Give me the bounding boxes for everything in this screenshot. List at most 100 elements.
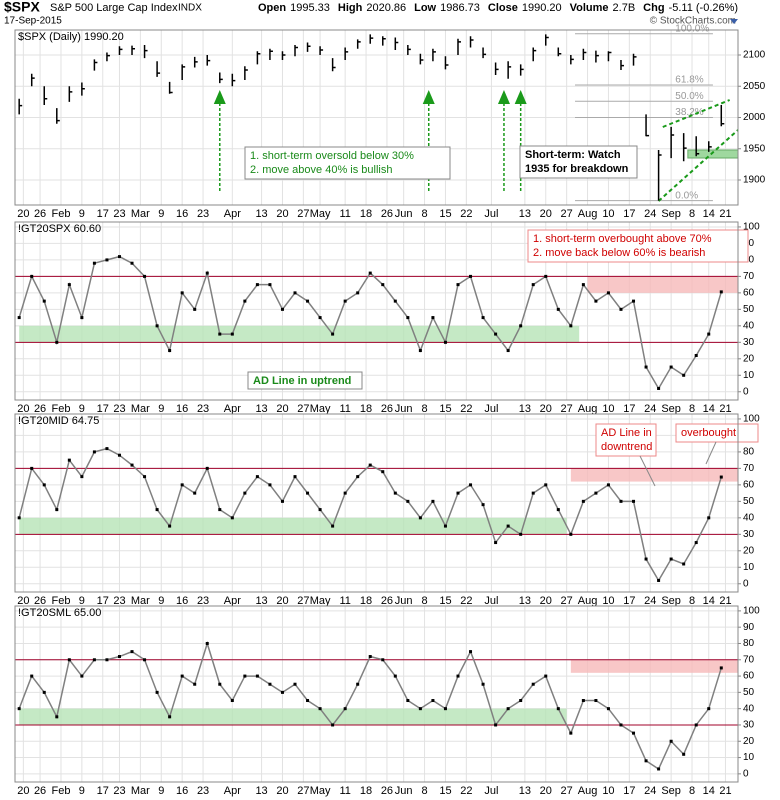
fib-label: 0.0% [675, 190, 698, 201]
x-tick-label: Sep [661, 403, 681, 415]
indicator-point [343, 491, 347, 495]
indicator-point [193, 307, 197, 311]
x-tick-label: Mar [131, 208, 150, 220]
x-tick-label: Mar [131, 785, 150, 797]
indicator-point [669, 365, 673, 369]
x-tick-label: Jul [484, 785, 498, 797]
y-tick-label: 1950 [743, 143, 766, 154]
x-tick-label: 18 [360, 595, 372, 607]
indicator-point [669, 557, 673, 561]
indicator-point [280, 307, 284, 311]
indicator-point [406, 499, 410, 503]
indicator-point [619, 499, 623, 503]
indicator-point [719, 475, 723, 479]
indicator-point [368, 463, 372, 467]
indicator-point [331, 332, 335, 336]
x-tick-label: Aug [578, 595, 598, 607]
y-tick-label: 40 [743, 320, 755, 331]
x-tick-label: 24 [644, 595, 656, 607]
x-tick-label: 27 [297, 595, 309, 607]
indicator-point [632, 499, 636, 503]
indicator-point [644, 759, 648, 763]
x-tick-label: 8 [689, 403, 695, 415]
plot-frame [14, 221, 739, 401]
indicator-point [707, 516, 711, 520]
y-tick-label: 70 [743, 463, 755, 474]
indicator-point [606, 291, 610, 295]
indicator-point [243, 299, 247, 303]
x-tick-label: 20 [17, 403, 29, 415]
x-tick-label: 21 [719, 595, 731, 607]
x-tick-label: 13 [255, 208, 267, 220]
x-tick-label: 20 [17, 785, 29, 797]
indicator-point [431, 499, 435, 503]
indicator-point [644, 365, 648, 369]
y-tick-label: 40 [743, 512, 755, 523]
x-tick-label: 15 [439, 403, 451, 415]
x-tick-label: 24 [644, 785, 656, 797]
x-tick-label: Jul [484, 403, 498, 415]
x-tick-label: Feb [51, 785, 70, 797]
x-tick-label: 8 [421, 785, 427, 797]
x-tick-label: 26 [381, 403, 393, 415]
x-tick-label: 13 [519, 403, 531, 415]
indicator-point [42, 483, 46, 487]
menu-arrow[interactable] [730, 19, 738, 24]
indicator-point [694, 723, 698, 727]
quote-label: Low [414, 2, 436, 14]
quote-label: Volume [570, 2, 609, 14]
x-tick-label: 10 [602, 785, 614, 797]
indicator-point [694, 354, 698, 357]
x-tick-label: 20 [276, 208, 288, 220]
indicator-point [255, 283, 259, 287]
indicator-point [80, 674, 84, 678]
quote-label: High [338, 2, 363, 14]
indicator-point [381, 283, 385, 287]
indicator-point [443, 707, 447, 711]
indicator-point [556, 508, 560, 512]
callout [639, 455, 656, 487]
quote-label: Chg [643, 2, 664, 14]
credit: © StockCharts.com [650, 16, 736, 27]
x-tick-label: 17 [623, 595, 635, 607]
x-tick-label: Jul [484, 208, 498, 220]
arrow-head [497, 90, 510, 104]
date: 17-Sep-2015 [4, 16, 62, 27]
x-tick-label: 9 [158, 208, 164, 220]
indicator-point [67, 458, 71, 462]
indicator-point [431, 316, 435, 320]
x-tick-label: 8 [421, 208, 427, 220]
x-tick-label: 9 [158, 785, 164, 797]
indicator-point [719, 290, 723, 294]
indicator-point [130, 261, 134, 265]
indicator-point [531, 283, 535, 287]
x-tick-label: 9 [158, 403, 164, 415]
indicator-point [218, 682, 222, 686]
indicator-point [143, 274, 147, 278]
plot-frame [14, 29, 739, 206]
x-tick-label: 13 [255, 785, 267, 797]
x-tick-label: 22 [460, 403, 472, 415]
x-tick-label: 16 [176, 208, 188, 220]
x-tick-label: 21 [719, 208, 731, 220]
quote-label: Open [258, 2, 286, 14]
x-tick-label: 17 [623, 403, 635, 415]
y-tick-label: 90 [743, 622, 755, 633]
y-tick-label: 20 [743, 545, 755, 556]
indicator-point [55, 340, 59, 344]
indicator-point [293, 291, 297, 295]
indicator-point [456, 674, 460, 678]
x-tick-label: 20 [17, 595, 29, 607]
y-tick-label: 20 [743, 736, 755, 747]
indicator-point [67, 658, 71, 662]
indicator-point [243, 491, 247, 495]
indicator-point [606, 707, 610, 711]
indicator-point [393, 491, 397, 495]
x-tick-label: 9 [79, 595, 85, 607]
indicator-point [644, 557, 648, 561]
y-tick-label: 100 [743, 414, 760, 425]
x-tick-label: Jun [395, 595, 413, 607]
indicator-point [80, 316, 84, 320]
x-tick-label: 11 [339, 403, 350, 415]
